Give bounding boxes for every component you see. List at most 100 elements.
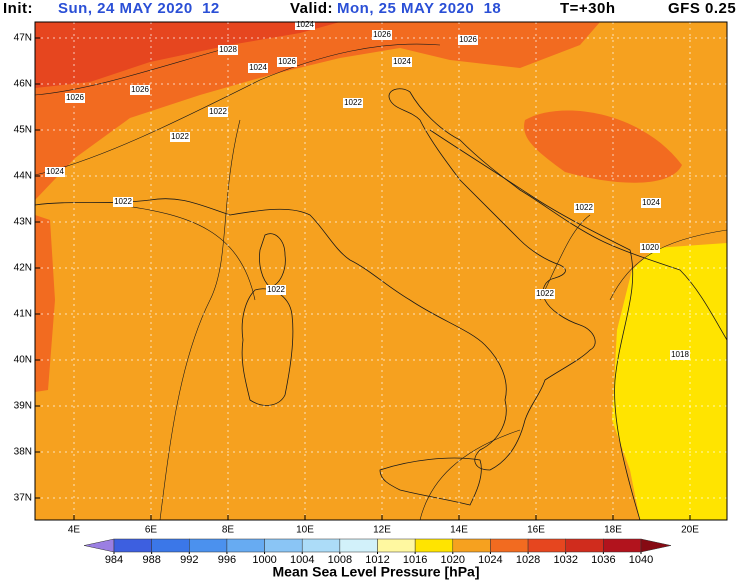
- colorbar-label: 1032: [553, 554, 577, 566]
- contour-label-bg: [458, 35, 478, 45]
- lon-label: 12E: [373, 525, 391, 536]
- colorbar-label: 1024: [478, 554, 502, 566]
- corsica: [259, 233, 286, 288]
- colorbar-label: 1028: [516, 554, 540, 566]
- colorbar-swatch: [113, 538, 152, 553]
- lat-label: 38N: [14, 447, 32, 458]
- init-time: Sun, 24 MAY 2020 12: [58, 0, 220, 17]
- lat-label: 37N: [14, 493, 32, 504]
- contour-label: 1018: [671, 350, 689, 359]
- contour-label: 1028: [219, 45, 237, 54]
- contour-label-bg: [170, 132, 190, 142]
- colorbar-swatch: [565, 538, 604, 553]
- colorbar-swatch: [452, 538, 491, 553]
- colorbar-label: 1016: [403, 554, 427, 566]
- model-name: GFS 0.25: [668, 0, 736, 17]
- lon-label: 14E: [450, 525, 468, 536]
- colorbar-title: Mean Sea Level Pressure [hPa]: [273, 564, 480, 580]
- lat-label: 42N: [14, 263, 32, 274]
- contour-label: 1022: [536, 289, 554, 298]
- lat-label: 41N: [14, 309, 32, 320]
- lon-label: 18E: [604, 525, 622, 536]
- contour-label-bg: [277, 57, 297, 67]
- colorbar-swatch: [490, 538, 529, 553]
- contour-label-bg: [392, 57, 412, 67]
- colorbar-swatch: [414, 538, 454, 553]
- contour-labels: 1024 1026 1026 1028 1024 1026 1024 1026 1026 1022…: [45, 20, 690, 360]
- colorbar-label: 1008: [328, 554, 352, 566]
- contour-label-bg: [574, 203, 594, 213]
- contour-label-bg: [266, 285, 286, 295]
- contour-label: 1022: [114, 197, 132, 206]
- lon-label: 16E: [527, 525, 545, 536]
- contour-label: 1026: [459, 35, 477, 44]
- field-1024: [35, 215, 55, 392]
- lat-label: 40N: [14, 355, 32, 366]
- lon-label: 4E: [68, 525, 81, 536]
- colorbar-label: 1004: [290, 554, 314, 566]
- field-1016: [612, 243, 727, 520]
- colorbar-swatch: [264, 538, 303, 553]
- contour-label: 1026: [373, 30, 391, 39]
- pressure-contours: [35, 43, 727, 520]
- contour-label-bg: [113, 197, 133, 207]
- lon-label: 6E: [145, 525, 158, 536]
- field-1024: [524, 110, 682, 183]
- lon-label: 8E: [222, 525, 235, 536]
- contour-label: 1020: [641, 243, 659, 252]
- contour-label-bg: [372, 30, 392, 40]
- contour-label-bg: [535, 289, 555, 299]
- contour-label-bg: [248, 63, 268, 73]
- colorbar-arrow: [640, 538, 672, 553]
- coastline: [35, 88, 727, 471]
- contour-label: 1022: [344, 98, 362, 107]
- contour-label: 1024: [46, 167, 64, 176]
- lat-label: 46N: [14, 79, 32, 90]
- colorbar-label: 1036: [591, 554, 615, 566]
- contour-label: 1024: [249, 63, 267, 72]
- contour-label: 1024: [393, 57, 411, 66]
- colorbar-label: 996: [218, 554, 236, 566]
- balkan-coast: [429, 129, 641, 520]
- colorbar-swatch: [377, 538, 416, 553]
- contour-label: 1022: [267, 285, 285, 294]
- map-frame: [34, 21, 728, 521]
- colorbar-swatch: [226, 538, 265, 553]
- forecast-step: T=+30h: [560, 0, 616, 17]
- colorbar-label: 988: [142, 554, 160, 566]
- colorbar-swatch: [603, 538, 642, 553]
- contour-label: 1022: [575, 203, 593, 212]
- colorbar-swatch: [339, 538, 378, 553]
- colorbar-swatch: [527, 538, 566, 553]
- pressure-field: [35, 22, 727, 520]
- contour-label-bg: [640, 243, 660, 253]
- lat-label: 43N: [14, 217, 32, 228]
- contour-label-bg: [208, 107, 228, 117]
- contour-label-bg: [130, 85, 150, 95]
- contour-label: 1026: [278, 57, 296, 66]
- colorbar-label: 1000: [252, 554, 276, 566]
- contour-label-bg: [218, 45, 238, 55]
- colorbar-label: 984: [105, 554, 123, 566]
- colorbar-swatch: [151, 538, 190, 553]
- colorbar-swatch: [189, 538, 228, 553]
- lat-label: 39N: [14, 401, 32, 412]
- contour-label-bg: [65, 93, 85, 103]
- sicily: [379, 457, 482, 506]
- contour-label-bg: [641, 198, 661, 208]
- lon-label: 10E: [296, 525, 314, 536]
- colorbar: 984 988 992 996 1000 1004 1008 1012 1016 1020 1024…: [83, 538, 672, 566]
- contour-label-bg: [670, 350, 690, 360]
- field-1024: [35, 22, 600, 200]
- lon-label: 20E: [681, 525, 699, 536]
- contour-label: 1026: [66, 93, 84, 102]
- colorbar-label: 1020: [441, 554, 465, 566]
- colorbar-label: 1040: [629, 554, 653, 566]
- contour-label-bg: [343, 98, 363, 108]
- contour-label: 1022: [171, 132, 189, 141]
- contour-label: 1026: [131, 85, 149, 94]
- contour-label-bg: [45, 167, 65, 177]
- contour-label: 1022: [209, 107, 227, 116]
